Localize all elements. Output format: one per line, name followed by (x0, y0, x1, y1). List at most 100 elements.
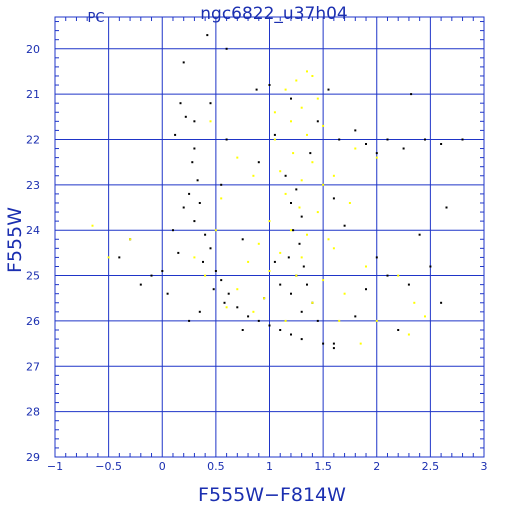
data-point (300, 106, 303, 109)
data-point (220, 183, 223, 186)
data-point (139, 283, 142, 286)
data-point (332, 174, 335, 177)
data-point (292, 229, 295, 232)
data-point (290, 229, 292, 232)
data-point (129, 238, 132, 241)
data-point (375, 156, 378, 159)
data-point (214, 229, 217, 232)
data-point (365, 143, 367, 145)
y-tick-label: 27 (26, 360, 40, 373)
data-point (204, 274, 207, 277)
data-point (322, 279, 325, 282)
data-point (309, 152, 312, 155)
data-point (268, 324, 271, 327)
y-tick-label: 25 (26, 270, 40, 283)
y-tick-label: 24 (26, 224, 40, 237)
data-point (306, 70, 308, 73)
data-point (273, 260, 276, 263)
data-point (257, 161, 260, 164)
data-point (225, 306, 228, 309)
data-point (236, 306, 239, 309)
y-tick-label: 20 (26, 43, 40, 56)
data-point (252, 310, 255, 313)
data-point (306, 133, 308, 136)
data-point (322, 183, 325, 186)
data-point (292, 152, 295, 155)
data-point (290, 97, 292, 100)
series-layer (91, 34, 464, 350)
y-tick-label: 23 (26, 179, 40, 192)
data-point (429, 265, 432, 268)
data-point (177, 251, 180, 254)
data-point (316, 319, 319, 322)
data-point (214, 270, 217, 272)
data-point (327, 238, 330, 241)
data-point (196, 179, 199, 182)
data-point (348, 202, 351, 204)
data-point (386, 138, 389, 141)
data-point (375, 256, 378, 259)
y-tick-label: 21 (26, 88, 40, 101)
data-point (322, 342, 325, 345)
x-tick-label: 1 (266, 460, 273, 473)
data-point (257, 242, 260, 245)
data-point (91, 224, 94, 227)
data-point (182, 61, 185, 64)
data-point (300, 256, 303, 259)
data-point (284, 174, 287, 177)
data-point (150, 274, 153, 277)
data-point (227, 292, 230, 295)
data-point (407, 333, 410, 336)
x-tick-label: 0.5 (207, 460, 225, 473)
data-point (300, 338, 303, 341)
x-tick-label: 0 (159, 460, 166, 473)
data-point (298, 242, 301, 245)
data-point (263, 297, 266, 300)
data-point (287, 256, 290, 259)
data-point (343, 224, 346, 227)
data-point (316, 97, 319, 100)
data-point (397, 274, 400, 277)
data-point (284, 192, 287, 195)
data-point (311, 301, 314, 304)
data-point (212, 288, 215, 291)
data-point (273, 111, 276, 114)
data-point (247, 315, 250, 318)
x-tick-label: 1.5 (314, 460, 332, 473)
data-point (397, 329, 400, 331)
data-point (316, 120, 319, 123)
data-point (290, 120, 292, 123)
data-point (225, 138, 228, 141)
data-point (279, 251, 282, 254)
y-axis-title: F555W (4, 207, 26, 273)
y-tick-label: 28 (26, 406, 40, 419)
data-point (198, 310, 201, 313)
data-point (188, 319, 191, 322)
x-axis-title: F555W−F814W (198, 484, 346, 506)
data-point (295, 274, 298, 277)
data-point (220, 279, 223, 282)
chart-title: ngc6822_u37h04 (200, 4, 348, 24)
x-tick-label: −0.5 (95, 460, 122, 473)
data-point (279, 170, 282, 173)
data-point (343, 292, 346, 295)
data-point (172, 229, 174, 232)
data-point (241, 238, 244, 241)
data-point (295, 79, 298, 82)
data-point (118, 256, 121, 259)
tick-labels: −1 −0.5 0 0.5 1 1.5 2 2.5 3 20 21 22 23 24 25 26 27 28 29 (26, 43, 488, 473)
data-point (255, 88, 258, 91)
data-point (166, 292, 169, 295)
data-point (365, 288, 367, 291)
data-point (184, 115, 187, 118)
y-tick-label: 26 (26, 315, 40, 328)
data-point (354, 129, 357, 132)
data-point (338, 138, 341, 141)
x-tick-label: 2 (373, 460, 380, 473)
data-point (179, 102, 182, 105)
x-tick-label: −1 (47, 460, 63, 473)
data-point (188, 192, 191, 195)
data-point (354, 315, 357, 318)
data-point (440, 301, 443, 304)
data-point (359, 342, 362, 345)
